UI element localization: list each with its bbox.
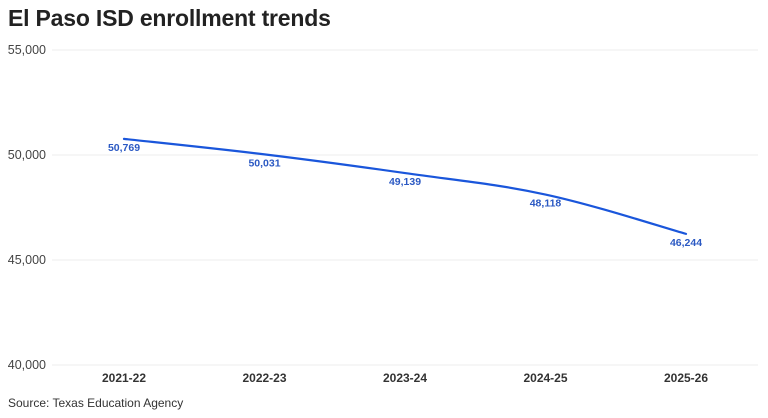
chart-source: Source: Texas Education Agency <box>8 396 184 410</box>
x-tick-label: 2021-22 <box>102 371 146 385</box>
grid-lines <box>52 49 758 366</box>
data-label: 46,244 <box>670 237 702 249</box>
x-tick-label: 2022-23 <box>242 371 286 385</box>
x-axis-ticks: 2021-22 2022-23 2023-24 2024-25 2025-26 <box>102 371 708 385</box>
x-tick-label: 2024-25 <box>523 371 567 385</box>
x-tick-label: 2025-26 <box>664 371 708 385</box>
series-line <box>122 137 688 235</box>
data-label: 49,139 <box>389 176 421 188</box>
y-tick-label: 40,000 <box>8 358 46 372</box>
y-tick-label: 45,000 <box>8 253 46 267</box>
x-tick-label: 2023-24 <box>383 371 427 385</box>
y-tick-label: 55,000 <box>8 43 46 57</box>
y-axis-ticks: 40,000 45,000 50,000 55,000 <box>8 43 46 372</box>
data-labels: 50,769 50,031 49,139 48,118 46,244 <box>108 142 702 249</box>
y-tick-label: 50,000 <box>8 148 46 162</box>
series-line-group <box>122 137 688 235</box>
data-label: 48,118 <box>530 198 562 210</box>
data-label: 50,769 <box>108 142 140 154</box>
data-label: 50,031 <box>248 157 280 169</box>
chart-title: El Paso ISD enrollment trends <box>8 5 331 31</box>
